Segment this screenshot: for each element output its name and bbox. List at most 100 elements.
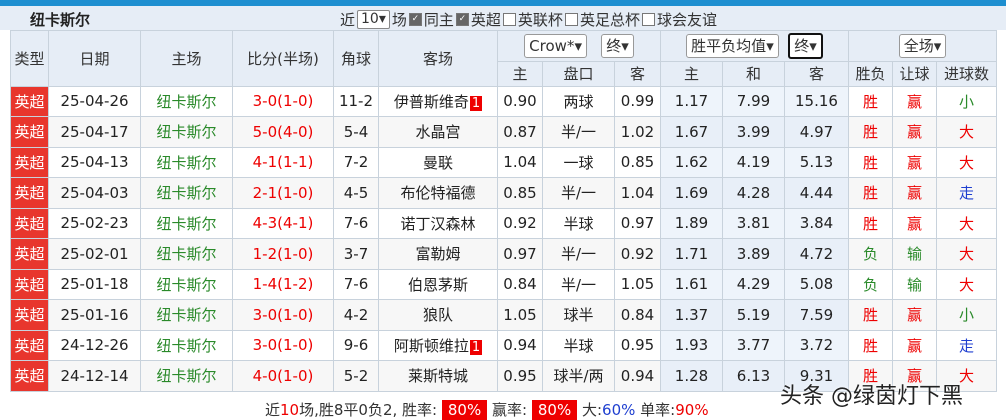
league-cell[interactable]: 英超	[10, 85, 49, 117]
home-team-cell[interactable]: 纽卡斯尔	[140, 360, 233, 392]
home-team-cell[interactable]: 纽卡斯尔	[140, 238, 233, 270]
over-rate: 60%	[602, 401, 636, 419]
home-team-cell[interactable]: 纽卡斯尔	[140, 146, 233, 178]
league-cell[interactable]: 英超	[10, 329, 49, 361]
result-wl: 负	[848, 238, 893, 270]
away-team-cell[interactable]: 伯恩茅斯	[378, 268, 498, 300]
table-row[interactable]: 英超 24-12-26 纽卡斯尔 3-0(1-0) 9-6 阿斯顿维拉 1 0.9…	[10, 329, 997, 361]
table-row[interactable]: 英超 25-04-26 纽卡斯尔 3-0(1-0) 11-2 伊普斯维奇 1 0.…	[10, 85, 997, 117]
eu-away-odds: 5.08	[784, 268, 849, 300]
home-team-cell[interactable]: 纽卡斯尔	[140, 85, 233, 117]
corner-cell: 5-2	[333, 360, 379, 392]
eu-home-odds: 1.28	[660, 360, 723, 392]
home-team-cell[interactable]: 纽卡斯尔	[140, 207, 233, 239]
league-checkbox-efl-cup[interactable]	[502, 13, 516, 26]
ah-home-odds: 0.87	[497, 116, 543, 148]
home-team-cell[interactable]: 纽卡斯尔	[140, 268, 233, 300]
league-cell[interactable]: 英超	[10, 299, 49, 331]
eu-draw-odds: 4.28	[722, 177, 785, 209]
odds-type-select[interactable]: 胜平负均值▾	[686, 33, 779, 58]
home-team-cell[interactable]: 纽卡斯尔	[140, 116, 233, 148]
away-team-cell[interactable]: 伊普斯维奇 1	[378, 85, 498, 117]
ah-line: 球半/两	[542, 360, 615, 392]
league-label: 英超	[470, 11, 501, 29]
eu-draw-odds: 7.99	[722, 85, 785, 117]
away-team-cell[interactable]: 狼队	[378, 299, 498, 331]
ah-away-odds: 1.05	[614, 268, 661, 300]
league-cell[interactable]: 英超	[10, 116, 49, 148]
score-cell[interactable]: 3-0(1-0)	[232, 329, 334, 361]
same-home-checkbox[interactable]: ✓	[408, 13, 422, 26]
score-cell[interactable]: 5-0(4-0)	[232, 116, 334, 148]
period-select[interactable]: 全场▾	[898, 33, 947, 58]
league-cell[interactable]: 英超	[10, 207, 49, 239]
result-wl: 胜	[848, 146, 893, 178]
away-team-cell[interactable]: 曼联	[378, 146, 498, 178]
ah-away-odds: 0.97	[614, 207, 661, 239]
table-row[interactable]: 英超 25-02-01 纽卡斯尔 1-2(1-0) 3-7 富勒姆 0.97 半…	[10, 238, 997, 270]
league-checkbox-epl[interactable]: ✓	[455, 13, 469, 26]
company-select[interactable]: Crow*▾	[524, 33, 587, 58]
league-cell[interactable]: 英超	[10, 177, 49, 209]
league-checkbox-friendly[interactable]	[641, 13, 655, 26]
corner-cell: 9-6	[333, 329, 379, 361]
ah-line: 半球	[542, 207, 615, 239]
away-team-cell[interactable]: 莱斯特城	[378, 360, 498, 392]
score-cell[interactable]: 4-0(1-0)	[232, 360, 334, 392]
result-goals: 大	[936, 238, 997, 270]
recent-count-value: 10	[361, 11, 379, 27]
score-cell[interactable]: 4-1(1-1)	[232, 146, 334, 178]
away-team-cell[interactable]: 诺丁汉森林	[378, 207, 498, 239]
score-cell[interactable]: 3-0(1-0)	[232, 85, 334, 117]
away-team-cell[interactable]: 布伦特福德	[378, 177, 498, 209]
table-row[interactable]: 英超 25-04-03 纽卡斯尔 2-1(1-0) 4-5 布伦特福德 0.85…	[10, 177, 997, 209]
eu-draw-odds: 3.89	[722, 238, 785, 270]
score-cell[interactable]: 1-4(1-2)	[232, 268, 334, 300]
period-value: 全场	[903, 36, 934, 55]
league-cell[interactable]: 英超	[10, 268, 49, 300]
home-team-cell[interactable]: 纽卡斯尔	[140, 329, 233, 361]
eu-stage-select[interactable]: 终▾	[788, 32, 823, 59]
league-cell[interactable]: 英超	[10, 238, 49, 270]
score-cell[interactable]: 2-1(1-0)	[232, 177, 334, 209]
result-goals: 走	[936, 329, 997, 361]
league-cell[interactable]: 英超	[10, 360, 49, 392]
home-team-cell[interactable]: 纽卡斯尔	[140, 177, 233, 209]
company-value: Crow*	[529, 36, 575, 55]
away-team-cell[interactable]: 阿斯顿维拉 1	[378, 329, 498, 361]
league-checkbox-fa-cup[interactable]	[564, 13, 578, 26]
score: 4-3	[252, 214, 278, 233]
ah-away-odds: 0.85	[614, 146, 661, 178]
recent-suffix: 场	[391, 11, 407, 29]
score-cell[interactable]: 1-2(1-0)	[232, 238, 334, 270]
col-ah-away: 客	[614, 60, 661, 87]
table-row[interactable]: 英超 25-04-17 纽卡斯尔 5-0(4-0) 5-4 水晶宫 0.87 半…	[10, 116, 997, 148]
eu-draw-odds: 3.77	[722, 329, 785, 361]
ah-away-odds: 0.94	[614, 360, 661, 392]
away-team-cell[interactable]: 富勒姆	[378, 238, 498, 270]
away-team-cell[interactable]: 水晶宫	[378, 116, 498, 148]
ah-home-odds: 0.90	[497, 85, 543, 117]
away-team: 伯恩茅斯	[407, 275, 468, 294]
date-cell: 25-01-16	[48, 299, 141, 331]
score: 1-4	[252, 275, 278, 294]
away-team: 曼联	[422, 153, 453, 172]
ah-stage-select[interactable]: 终▾	[601, 33, 634, 58]
half-score: (1-0)	[277, 336, 314, 355]
score-cell[interactable]: 3-0(1-0)	[232, 299, 334, 331]
table-row[interactable]: 英超 25-04-13 纽卡斯尔 4-1(1-1) 7-2 曼联 1.04 一球…	[10, 146, 997, 178]
score-cell[interactable]: 4-3(4-1)	[232, 207, 334, 239]
recent-count-select[interactable]: 10▾	[357, 10, 390, 29]
table-row[interactable]: 英超 25-01-18 纽卡斯尔 1-4(1-2) 7-6 伯恩茅斯 0.84 …	[10, 268, 997, 300]
summary-text: 场,胜8平0负2, 胜率:	[299, 401, 438, 419]
eu-away-odds: 3.84	[784, 207, 849, 239]
table-row[interactable]: 英超 24-12-14 纽卡斯尔 4-0(1-0) 5-2 莱斯特城 0.95 …	[10, 360, 997, 392]
corner-cell: 4-5	[333, 177, 379, 209]
col-eu-home: 主	[660, 60, 723, 87]
corner-cell: 11-2	[333, 85, 379, 117]
table-row[interactable]: 英超 25-01-16 纽卡斯尔 3-0(1-0) 4-2 狼队 1.05 球半…	[10, 299, 997, 331]
home-team-cell[interactable]: 纽卡斯尔	[140, 299, 233, 331]
league-cell[interactable]: 英超	[10, 146, 49, 178]
eu-home-odds: 1.61	[660, 268, 723, 300]
table-row[interactable]: 英超 25-02-23 纽卡斯尔 4-3(4-1) 7-6 诺丁汉森林 0.92…	[10, 207, 997, 239]
